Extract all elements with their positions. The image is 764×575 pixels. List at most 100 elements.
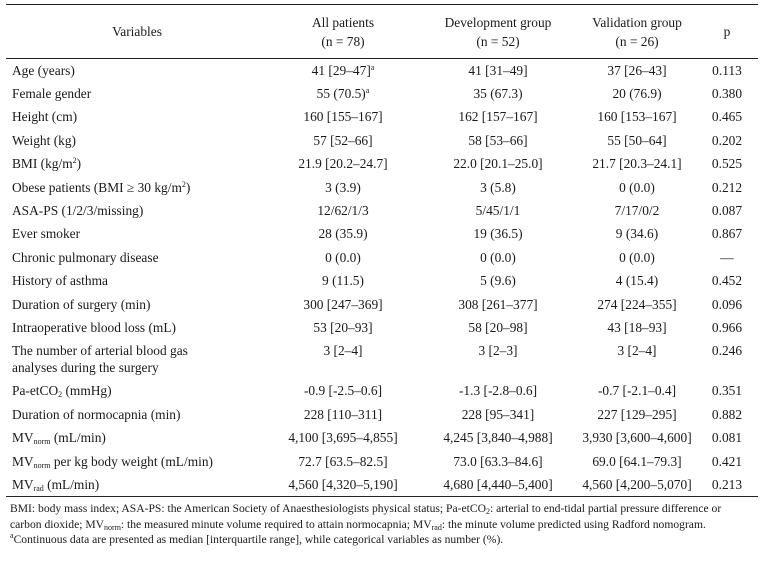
cell-development: 228 [95–341] <box>461 406 535 422</box>
cell-p-value: 0.867 <box>711 226 743 242</box>
cell-variable: The number of arterial blood gas analyses… <box>6 339 268 379</box>
cell-validation: 3,930 [3,600–4,600] <box>582 430 692 446</box>
cell-all-patients: 228 [110–311] <box>268 403 418 426</box>
cell-variable: Female gender <box>6 82 268 105</box>
table-body: Age (years) 41 [29–47]a 41 [31–49] 37 [26–4… <box>6 59 758 497</box>
header-variables: Variables <box>112 24 162 39</box>
cell-all-patients: 3 [2–4] <box>268 339 418 379</box>
cell-variable: Weight (kg) <box>6 129 268 152</box>
cell-all-patients: 0 (0.0) <box>268 246 418 269</box>
cell-all-value: 55 (70.5) <box>316 86 366 102</box>
cell-validation: 55 [50–64] <box>607 132 667 148</box>
header-all-n: (n = 78) <box>321 33 365 49</box>
cell-p-value: 0.087 <box>711 203 743 219</box>
header-p: p <box>723 24 731 39</box>
cell-p-value: 0.380 <box>711 86 743 102</box>
cell-development: 0 (0.0) <box>480 249 516 265</box>
cell-all-value: 57 [52–66] <box>313 132 373 148</box>
table-row: The number of arterial blood gas analyses… <box>6 339 758 379</box>
row-label: Ever smoker <box>12 226 81 242</box>
cell-variable: Age (years) <box>6 59 268 82</box>
cell-validation: 7/17/0/2 <box>614 203 660 219</box>
row-label: Chronic pulmonary disease <box>12 249 159 265</box>
cell-all-value: 300 [247–369] <box>303 296 383 312</box>
cell-all-patients: 3 (3.9) <box>268 175 418 198</box>
cell-variable: Duration of surgery (min) <box>6 292 268 315</box>
cell-p-value: 0.421 <box>711 453 743 469</box>
header-development: Development group (n = 52) <box>418 5 578 59</box>
cell-development: 308 [261–377] <box>458 296 538 312</box>
table-row: BMI (kg/m2) 21.9 [20.2–24.7] 22.0 [20.1–25… <box>6 152 758 175</box>
cell-all-footnote-mark: a <box>370 62 375 72</box>
table-row: MVrad (mL/min) 4,560 [4,320–5,190] 4,680 [… <box>6 473 758 497</box>
cell-validation: 227 [129–295] <box>597 406 677 422</box>
row-label: Female gender <box>12 86 92 102</box>
cell-variable: Chronic pulmonary disease <box>6 246 268 269</box>
cell-all-value: 28 (35.9) <box>318 226 368 242</box>
row-label-line2: analyses during the surgery <box>12 360 159 376</box>
cell-all-value: 3 [2–4] <box>323 343 363 359</box>
header-all-patients: All patients (n = 78) <box>268 5 418 59</box>
cell-all-patients: 57 [52–66] <box>268 129 418 152</box>
cell-all-value: 53 [20–93] <box>313 319 373 335</box>
row-label: ASA-PS (1/2/3/missing) <box>12 203 144 219</box>
cell-all-value: 228 [110–311] <box>303 406 383 422</box>
cell-validation: 0 (0.0) <box>619 179 655 195</box>
row-label: The number of arterial blood gas <box>12 343 188 359</box>
cell-all-value: 3 (3.9) <box>325 179 361 195</box>
cell-variable: MVnorm per kg body weight (mL/min) <box>6 449 268 472</box>
cell-p-value: 0.465 <box>711 109 743 125</box>
row-label: MV <box>12 430 34 446</box>
data-table: Variables All patients (n = 78) Developm… <box>6 4 758 497</box>
header-validation: Validation group (n = 26) <box>578 5 696 59</box>
cell-all-patients: -0.9 [-2.5–0.6] <box>268 379 418 402</box>
cell-all-patients: 9 (11.5) <box>268 269 418 292</box>
cell-p-value: 0.246 <box>711 343 743 359</box>
cell-all-value: 4,100 [3,695–4,855] <box>288 430 398 446</box>
cell-development: 3 [2–3] <box>478 343 518 359</box>
row-label-sub: rad <box>33 483 44 493</box>
row-label: MV <box>12 476 34 492</box>
cell-all-patients: 300 [247–369] <box>268 292 418 315</box>
table-row: Height (cm) 160 [155–167] 162 [157–167] 160… <box>6 105 758 128</box>
table-footnotes: BMI: body mass index; ASA-PS: the Americ… <box>10 501 755 548</box>
table-row: Intraoperative blood loss (mL) 53 [20–93]… <box>6 316 758 339</box>
table-row: Weight (kg) 57 [52–66] 58 [53–66] 55 [50–64… <box>6 129 758 152</box>
cell-all-footnote-mark: a <box>365 86 370 96</box>
cell-variable: ASA-PS (1/2/3/missing) <box>6 199 268 222</box>
table-row: Age (years) 41 [29–47]a 41 [31–49] 37 [26–4… <box>6 59 758 82</box>
cell-validation: 0 (0.0) <box>619 249 655 265</box>
cell-variable: MVrad (mL/min) <box>6 473 268 496</box>
cell-variable: Height (cm) <box>6 105 268 128</box>
cell-validation: 69.0 [64.1–79.3] <box>592 453 682 469</box>
table-row: History of asthma 9 (11.5) 5 (9.6) 4 (15.4)… <box>6 269 758 292</box>
cell-validation: 20 (76.9) <box>612 86 662 102</box>
cell-validation: 9 (34.6) <box>615 226 659 242</box>
cell-validation: 160 [153–167] <box>597 109 677 125</box>
row-label: Duration of surgery (min) <box>12 296 151 312</box>
row-label-post: (mL/min) <box>43 476 100 492</box>
row-label: Pa-etCO <box>12 383 59 399</box>
cell-validation: 3 [2–4] <box>617 343 657 359</box>
cell-validation: 21.7 [20.3–24.1] <box>592 156 682 172</box>
cell-all-value: 160 [155–167] <box>303 109 383 125</box>
cell-all-value: 9 (11.5) <box>322 273 364 289</box>
row-label-post: per kg body weight (mL/min) <box>50 453 213 469</box>
cell-all-patients: 28 (35.9) <box>268 222 418 245</box>
cell-development: 162 [157–167] <box>458 109 538 125</box>
cell-all-patients: 72.7 [63.5–82.5] <box>268 449 418 472</box>
cell-all-value: 12/62/1/3 <box>317 203 369 219</box>
cell-development: 5/45/1/1 <box>475 203 521 219</box>
row-label-sub: norm <box>33 460 51 470</box>
cell-variable: Intraoperative blood loss (mL) <box>6 316 268 339</box>
table-row: Obese patients (BMI ≥ 30 kg/m2) 3 (3.9) 3 … <box>6 175 758 198</box>
cell-all-value: 0 (0.0) <box>325 249 361 265</box>
cell-p-value: 0.213 <box>711 476 743 492</box>
table-row: Duration of normocapnia (min) 228 [110–31… <box>6 403 758 426</box>
cell-p-value: 0.966 <box>711 319 743 335</box>
cell-p-value: 0.525 <box>711 156 743 172</box>
cell-development: 35 (67.3) <box>473 86 523 102</box>
cell-variable: Duration of normocapnia (min) <box>6 403 268 426</box>
cell-p-value: 0.351 <box>711 383 743 399</box>
cell-all-patients: 4,100 [3,695–4,855] <box>268 426 418 449</box>
